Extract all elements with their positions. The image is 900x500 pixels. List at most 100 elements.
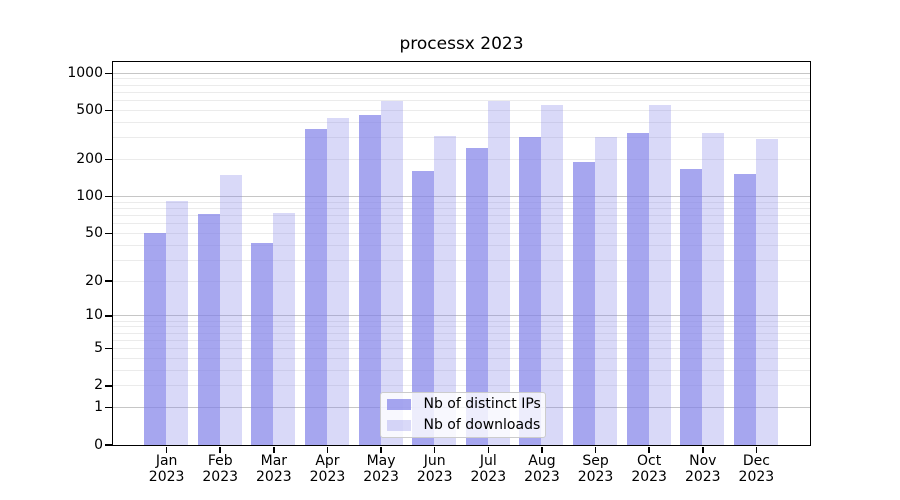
gridline-minor-500 [112, 110, 810, 111]
gridline-minor-50 [112, 232, 810, 234]
y-tick-mark-200 [105, 158, 112, 161]
gridline-major-10 [112, 315, 810, 317]
y-tick-label-5: 5 [94, 340, 103, 357]
y-tick-mark-1 [105, 406, 112, 409]
bar-downloads-apr-2023 [326, 117, 349, 445]
gridline-minor-60 [112, 223, 810, 225]
gridlines-layer [112, 62, 810, 445]
x-tick-label-dec-2023: Dec 2023 [738, 453, 775, 485]
x-tick-mark-mar-2023 [273, 446, 275, 453]
bar-distinct-ips-mar-2023 [251, 243, 274, 445]
bar-downloads-sep-2023 [595, 137, 618, 445]
bar-distinct-ips-jan-2023 [144, 232, 167, 445]
x-tick-mark-feb-2023 [219, 446, 221, 453]
bar-distinct-ips-oct-2023 [626, 133, 649, 445]
x-tick-label-oct-2023: Oct 2023 [631, 453, 667, 485]
y-tick-label-50: 50 [85, 224, 103, 241]
gridline-minor-9 [112, 320, 810, 322]
y-tick-mark-20 [105, 280, 112, 282]
bar-distinct-ips-may-2023 [358, 115, 381, 445]
x-tick-mark-dec-2023 [755, 446, 758, 453]
gridline-minor-200 [112, 159, 810, 161]
gridline-minor-400 [112, 121, 810, 123]
legend-label-distinct-ips: Nb of distinct IPs [423, 396, 541, 412]
y-tick-mark-0 [105, 444, 112, 446]
gridline-minor-40 [112, 244, 810, 246]
x-tick-mark-apr-2023 [326, 446, 329, 453]
x-tick-mark-sep-2023 [594, 446, 597, 453]
bar-distinct-ips-jul-2023 [465, 148, 488, 445]
gridline-minor-90 [112, 201, 810, 203]
y-tick-label-2: 2 [94, 377, 103, 394]
legend-label-downloads: Nb of downloads [423, 417, 541, 433]
y-tick-mark-2 [105, 385, 112, 387]
bar-distinct-ips-sep-2023 [573, 162, 596, 445]
x-tick-mark-nov-2023 [702, 446, 704, 453]
x-tick-mark-jun-2023 [433, 446, 436, 453]
x-tick-label-mar-2023: Mar 2023 [256, 453, 292, 485]
x-tick-label-jun-2023: Jun 2023 [416, 453, 453, 485]
bar-downloads-dec-2023 [755, 139, 778, 445]
x-tick-label-may-2023: May 2023 [363, 453, 399, 485]
y-tick-mark-50 [105, 232, 112, 235]
x-tick-mark-jan-2023 [165, 446, 168, 453]
gridline-minor-6 [112, 339, 810, 341]
gridline-minor-2 [112, 385, 810, 387]
bar-distinct-ips-apr-2023 [304, 129, 327, 445]
y-tick-label-20: 20 [85, 272, 103, 289]
y-tick-mark-100 [105, 195, 112, 198]
x-tick-label-aug-2023: Aug 2023 [524, 453, 560, 485]
gridline-minor-7 [112, 332, 810, 334]
gridline-major-100 [112, 196, 810, 198]
y-tick-label-500: 500 [76, 102, 103, 118]
bar-distinct-ips-dec-2023 [733, 173, 756, 445]
y-tick-label-200: 200 [76, 151, 103, 168]
x-tick-label-jul-2023: Jul 2023 [470, 453, 507, 485]
bar-distinct-ips-aug-2023 [519, 136, 542, 445]
x-tick-label-apr-2023: Apr 2023 [309, 453, 346, 485]
x-tick-mark-aug-2023 [541, 446, 543, 453]
legend-item-distinct-ips: Nb of distinct IPs [386, 394, 541, 415]
bars-layer [113, 62, 810, 445]
gridline-minor-800 [112, 84, 810, 86]
gridline-minor-30 [112, 259, 810, 261]
gridline-minor-80 [112, 208, 810, 210]
x-tick-label-nov-2023: Nov 2023 [684, 453, 721, 485]
bar-downloads-nov-2023 [702, 132, 725, 445]
gridline-minor-3 [112, 369, 810, 371]
x-tick-label-sep-2023: Sep 2023 [577, 453, 614, 485]
bar-downloads-mar-2023 [273, 212, 296, 445]
legend: Nb of distinct IPs Nb of downloads [379, 391, 546, 438]
bar-downloads-may-2023 [380, 101, 403, 445]
bar-downloads-jan-2023 [166, 200, 189, 445]
legend-swatch-downloads-icon [386, 419, 411, 431]
gridline-minor-8 [112, 326, 810, 328]
x-tick-label-feb-2023: Feb 2023 [202, 453, 239, 485]
y-tick-label-0: 0 [94, 436, 103, 453]
y-tick-label-10: 10 [85, 307, 103, 324]
chart-title: processx 2023 [399, 34, 524, 54]
x-tick-mark-may-2023 [380, 446, 382, 453]
y-tick-label-1000: 1000 [67, 64, 103, 81]
bar-downloads-oct-2023 [648, 105, 671, 445]
gridline-minor-20 [112, 280, 810, 282]
gridline-minor-300 [112, 137, 810, 139]
gridline-major-1000 [112, 72, 810, 74]
gridline-minor-5 [112, 348, 810, 350]
gridline-minor-700 [112, 91, 810, 93]
legend-swatch-distinct-ips-icon [386, 398, 411, 410]
bar-distinct-ips-feb-2023 [197, 214, 220, 445]
gridline-minor-600 [112, 100, 810, 102]
gridline-minor-70 [112, 215, 810, 217]
x-tick-label-jan-2023: Jan 2023 [148, 453, 185, 485]
bar-distinct-ips-jun-2023 [412, 170, 435, 445]
bar-distinct-ips-nov-2023 [680, 169, 703, 445]
legend-item-downloads: Nb of downloads [386, 415, 541, 436]
bar-downloads-jun-2023 [434, 135, 457, 445]
y-tick-label-100: 100 [76, 188, 103, 205]
y-tick-label-1: 1 [94, 399, 103, 416]
x-tick-mark-jul-2023 [487, 446, 490, 453]
gridline-minor-900 [112, 78, 810, 80]
x-tick-mark-oct-2023 [648, 446, 650, 453]
